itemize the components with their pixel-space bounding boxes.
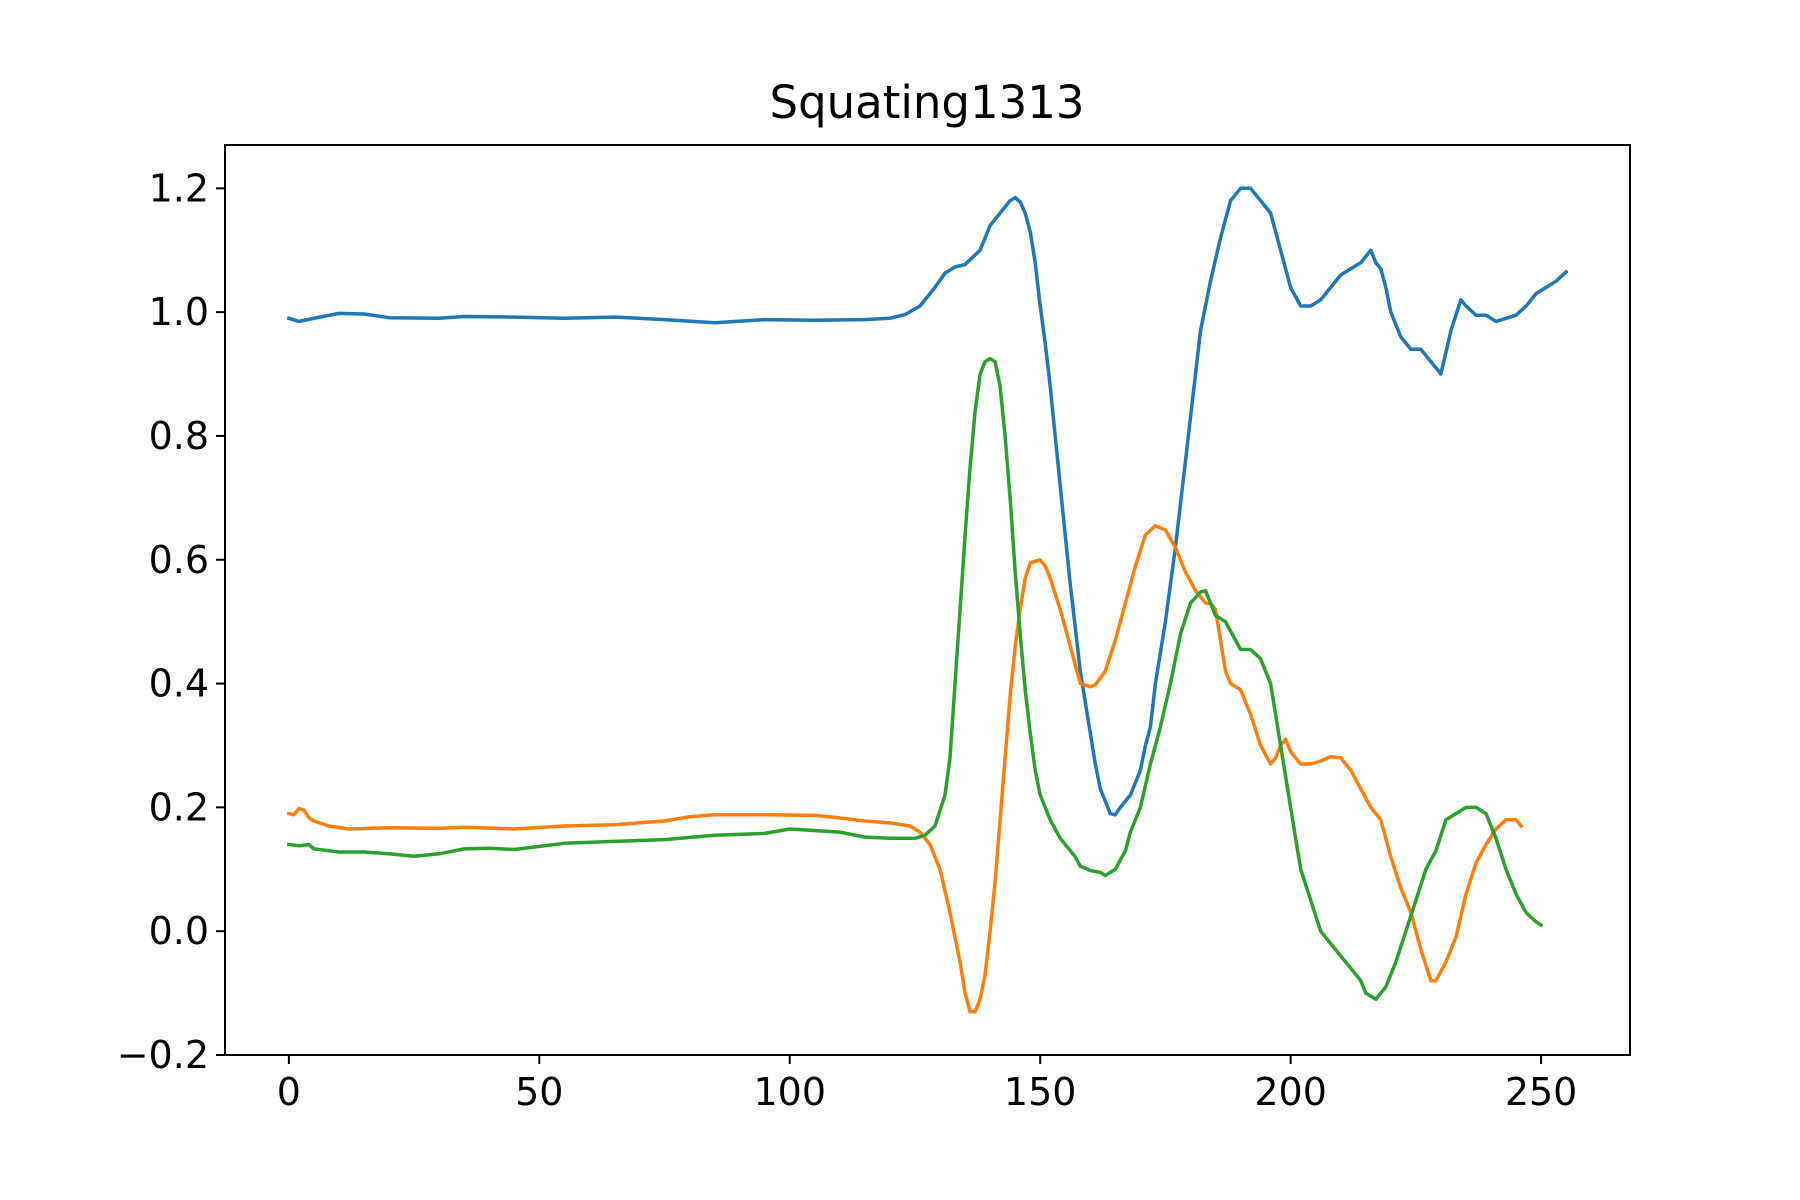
- x-tick-label: 100: [753, 1070, 826, 1114]
- plot-frame: [224, 144, 1631, 1056]
- y-axis: −0.2 0.0 0.2 0.4 0.6 0.8 1.0 1.2: [117, 166, 225, 1077]
- series-line-3: [286, 356, 1544, 1002]
- y-tick-label: 0.4: [149, 662, 209, 706]
- y-tick-label: −0.2: [117, 1033, 209, 1077]
- x-tick-label: 150: [1004, 1070, 1077, 1114]
- y-tick-label: 0.6: [149, 538, 209, 582]
- x-tick-label: 50: [515, 1070, 563, 1114]
- y-tick-label: 1.0: [149, 290, 209, 334]
- y-tick-label: 0.8: [149, 414, 209, 458]
- x-axis: 0 50 100 150 200 250: [277, 1055, 1578, 1114]
- y-tick-label: 1.2: [149, 166, 209, 210]
- series-layer: [286, 186, 1569, 1014]
- series-line-2: [286, 523, 1524, 1014]
- y-tick-label: 0.0: [149, 909, 209, 953]
- y-tick-label: 0.2: [149, 785, 209, 829]
- chart-title: Squating1313: [770, 76, 1085, 129]
- x-tick-label: 0: [277, 1070, 301, 1114]
- series-line-1: [286, 186, 1569, 817]
- x-tick-label: 200: [1254, 1070, 1327, 1114]
- x-tick-label: 250: [1505, 1070, 1578, 1114]
